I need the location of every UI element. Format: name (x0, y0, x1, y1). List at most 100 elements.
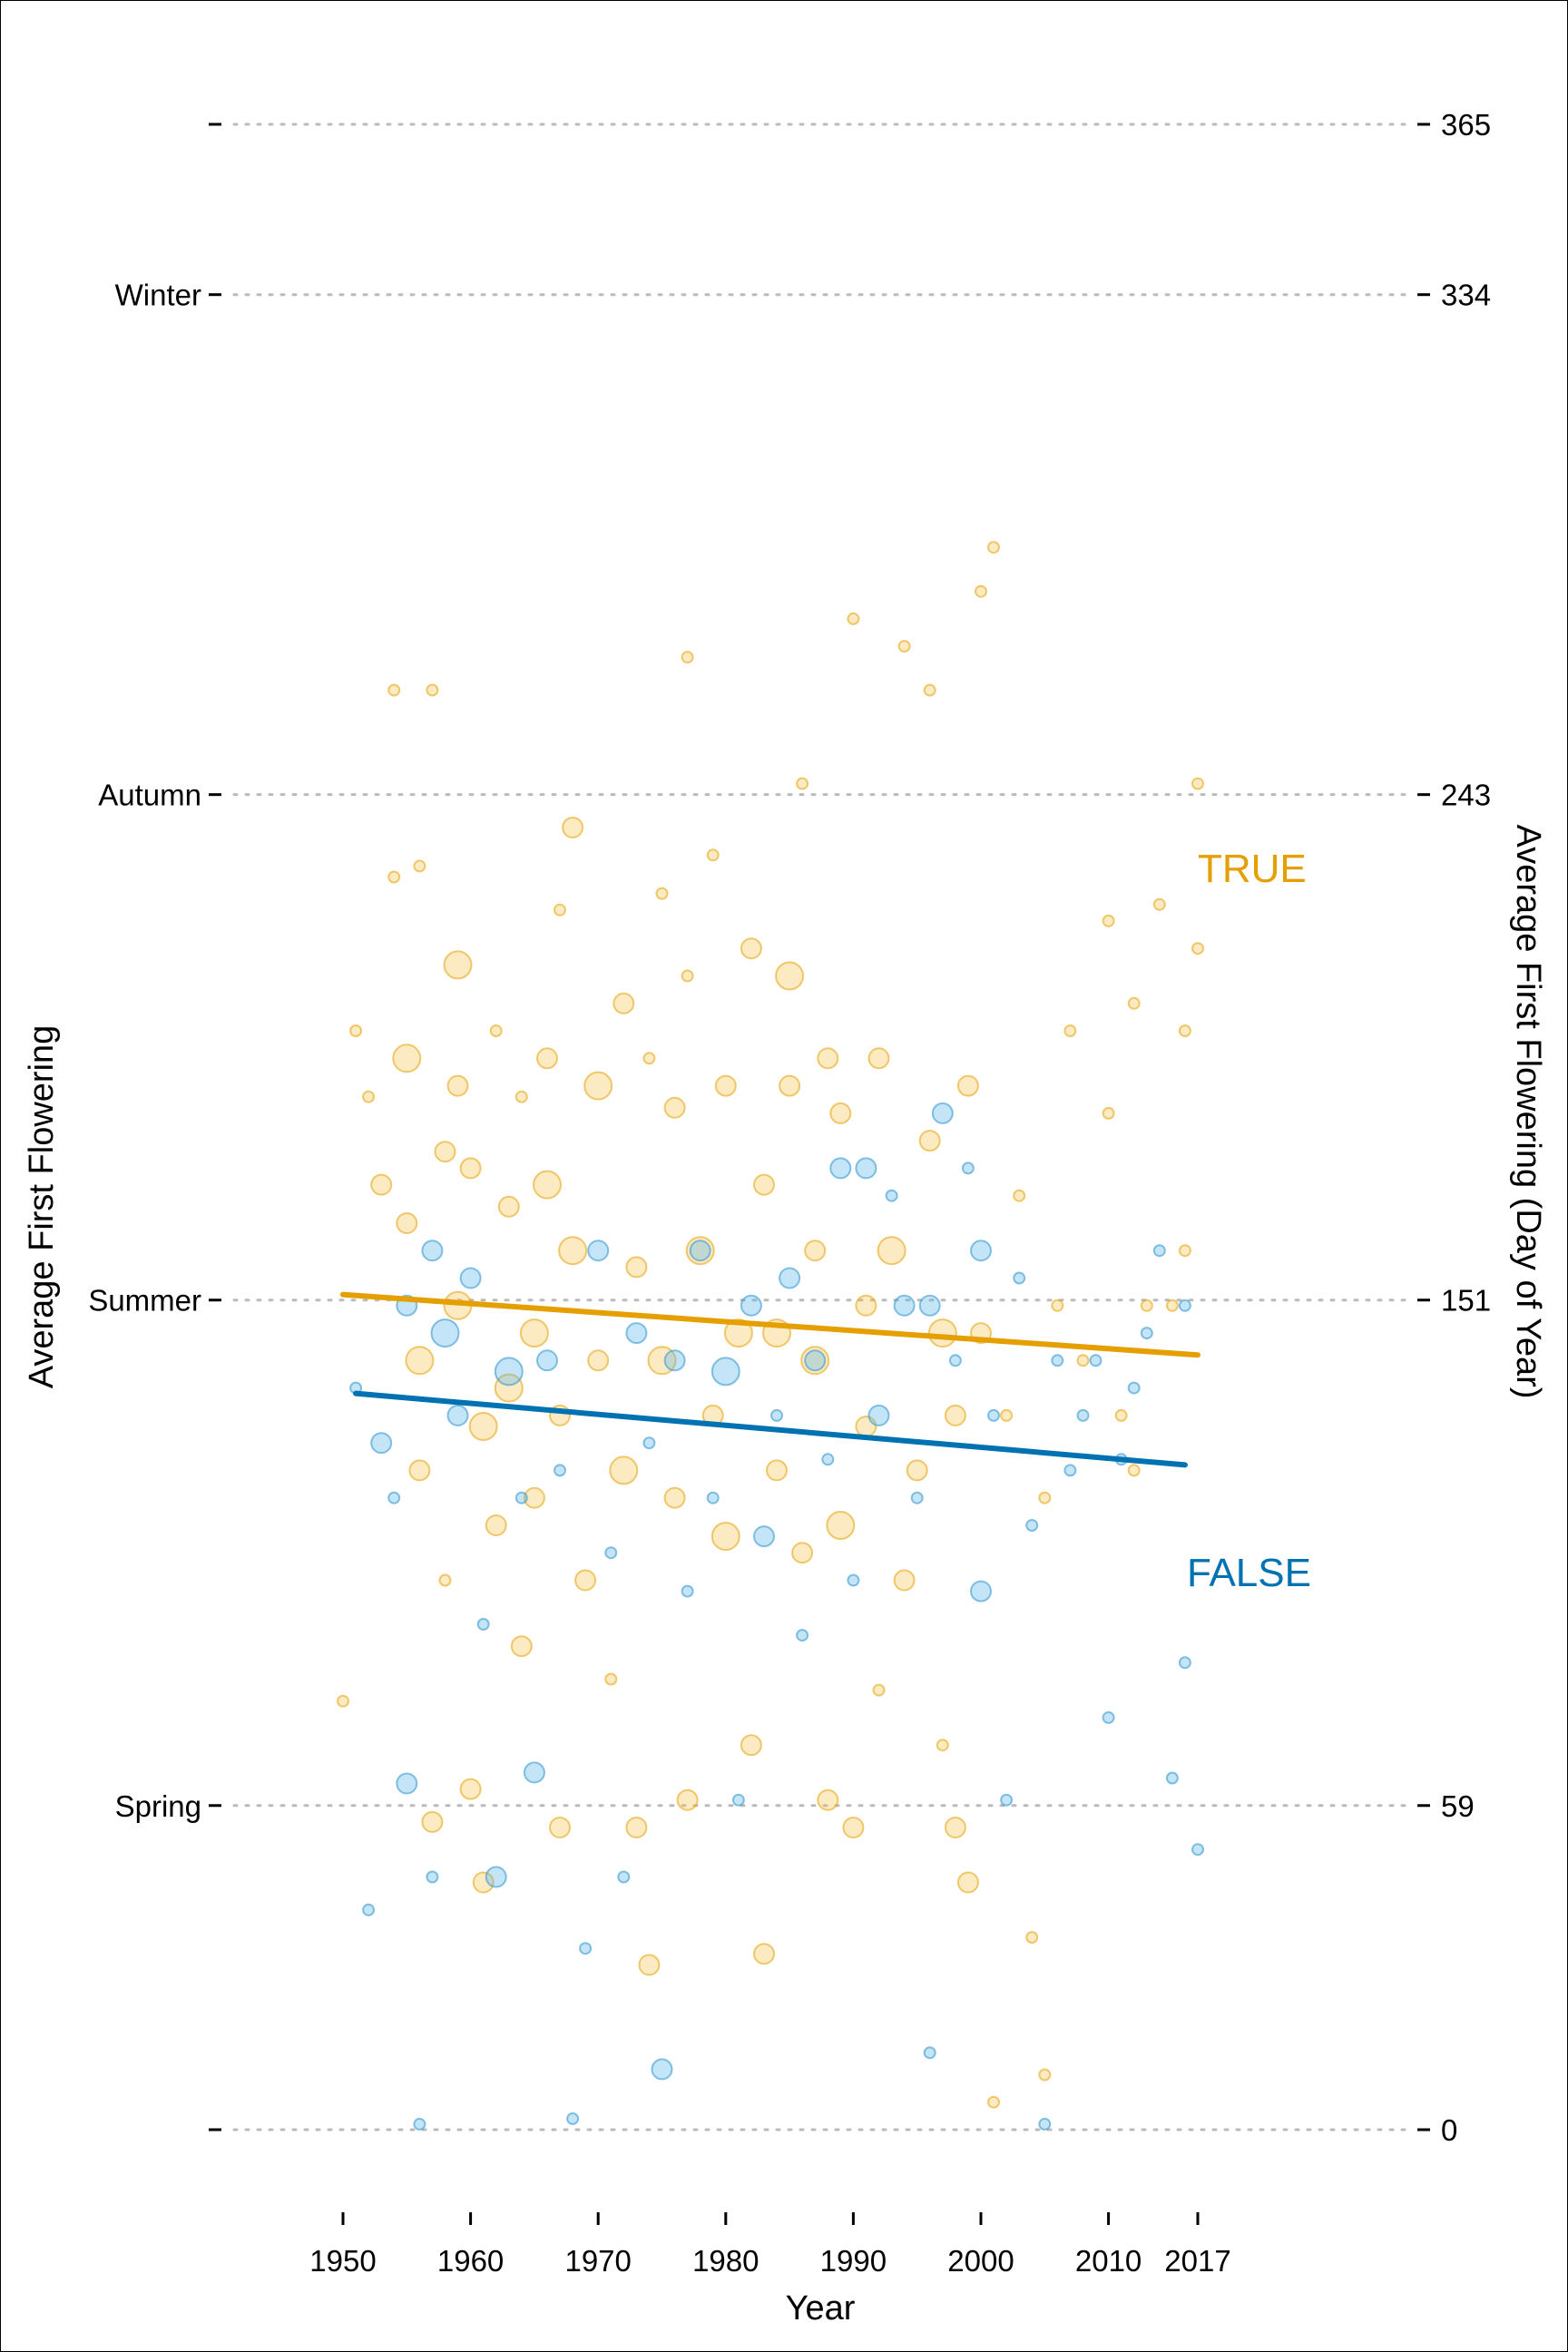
point-false (855, 1157, 877, 1180)
point-false (1000, 1793, 1014, 1807)
point-false (566, 2112, 580, 2125)
point-true (779, 1074, 801, 1097)
right-tick-label: 0 (1441, 2113, 1457, 2147)
point-false (706, 1491, 720, 1504)
point-true (855, 1294, 877, 1317)
point-true (893, 1569, 916, 1592)
point-true (1178, 1024, 1191, 1037)
point-true (681, 651, 694, 664)
point-true (337, 1694, 349, 1708)
scatter-points (337, 541, 1204, 2131)
point-false (867, 1404, 890, 1426)
point-false (362, 1903, 376, 1916)
point-true (413, 859, 426, 873)
point-true (753, 1943, 775, 1965)
point-false (1013, 1271, 1026, 1285)
point-true (681, 969, 694, 983)
left-tick-label: Summer (88, 1284, 201, 1318)
point-true (510, 1635, 533, 1658)
point-true (536, 1047, 558, 1070)
point-false (523, 1761, 545, 1784)
point-false (554, 1464, 566, 1477)
point-true (936, 1739, 949, 1752)
point-true (642, 1052, 656, 1065)
point-true (349, 1024, 363, 1037)
point-true (438, 1573, 452, 1587)
point-true (625, 1817, 648, 1838)
point-true (519, 1318, 549, 1348)
point-true (554, 903, 566, 916)
trend-line-false (353, 1390, 1188, 1468)
point-false (459, 1267, 482, 1289)
point-true (421, 1810, 444, 1833)
point-true (370, 1173, 393, 1196)
point-false (1178, 1298, 1191, 1312)
point-true (1127, 1464, 1141, 1477)
point-true (944, 1817, 966, 1838)
point-false (948, 1354, 962, 1367)
point-true (1178, 1244, 1191, 1258)
x-tick-label: 2000 (947, 2244, 1014, 2278)
point-false (536, 1349, 558, 1372)
point-false (579, 1942, 593, 1955)
point-false (753, 1525, 775, 1548)
left-tick-label: Autumn (98, 779, 201, 812)
point-true (906, 1459, 928, 1482)
point-false (885, 1189, 898, 1202)
point-true (740, 937, 762, 960)
point-true (396, 1212, 418, 1234)
point-true (842, 1817, 865, 1838)
point-true (1076, 1354, 1090, 1367)
point-true (533, 1170, 562, 1200)
point-false (642, 1436, 656, 1450)
x-tick-label: 1950 (309, 2244, 376, 2278)
point-false (1152, 1244, 1166, 1258)
point-false (617, 1870, 631, 1884)
point-true (1013, 1189, 1026, 1202)
right-tick-label: 365 (1441, 108, 1491, 142)
point-true (1140, 1298, 1153, 1312)
point-false (1140, 1327, 1153, 1340)
point-true (426, 683, 439, 697)
point-false (387, 1491, 401, 1504)
point-true (753, 1173, 775, 1196)
point-false (893, 1294, 916, 1317)
series-label-false: FALSE (1187, 1551, 1311, 1595)
point-true (1025, 1931, 1039, 1945)
point-true (1191, 777, 1204, 790)
left-tick-label: Spring (115, 1789, 201, 1823)
point-true (927, 1318, 957, 1348)
point-false (847, 1573, 860, 1587)
point-false (1089, 1354, 1102, 1367)
point-true (655, 887, 669, 900)
point-false (804, 1349, 827, 1372)
point-true (804, 1240, 827, 1262)
x-axis-title: Year (786, 2289, 856, 2328)
point-false (961, 1161, 975, 1175)
point-true (387, 870, 401, 884)
point-true (766, 1459, 788, 1482)
point-true (663, 1486, 686, 1509)
point-true (604, 1672, 618, 1686)
point-false (1165, 1771, 1179, 1785)
point-true (459, 1778, 482, 1800)
point-true (791, 1542, 814, 1564)
point-true (987, 541, 1000, 554)
point-true (387, 683, 401, 697)
point-true (817, 1788, 839, 1811)
point-false (970, 1580, 992, 1602)
point-false (663, 1349, 686, 1372)
point-true (609, 1455, 639, 1485)
point-true (468, 1412, 498, 1441)
point-false (1051, 1354, 1064, 1367)
point-false (426, 1870, 439, 1884)
x-tick-label: 1990 (820, 2244, 887, 2278)
point-false (430, 1318, 460, 1348)
point-true (847, 612, 860, 625)
point-false (1191, 1843, 1204, 1857)
point-true (497, 1195, 520, 1218)
point-false (796, 1629, 809, 1642)
point-true (975, 584, 987, 598)
left-y-axis-title: Average First Flowering (23, 1025, 61, 1389)
